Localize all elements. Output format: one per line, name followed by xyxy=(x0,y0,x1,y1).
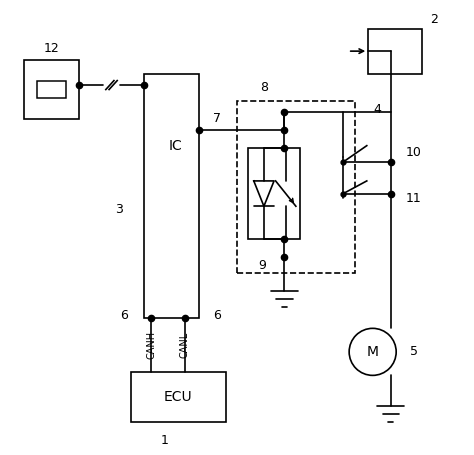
Text: 7: 7 xyxy=(213,112,221,126)
Text: 5: 5 xyxy=(410,345,418,359)
Bar xyxy=(368,29,422,74)
Text: 12: 12 xyxy=(44,42,59,56)
Bar xyxy=(25,60,79,119)
Text: CANL: CANL xyxy=(180,332,190,358)
Text: M: M xyxy=(367,345,379,359)
Text: 3: 3 xyxy=(116,203,123,216)
Bar xyxy=(37,81,66,98)
Bar xyxy=(248,148,301,239)
Text: 6: 6 xyxy=(213,309,220,322)
Text: ECU: ECU xyxy=(164,390,192,404)
Text: 8: 8 xyxy=(260,81,268,94)
Bar xyxy=(237,101,355,273)
Text: 9: 9 xyxy=(258,259,266,273)
Text: CANH: CANH xyxy=(146,331,156,359)
Text: 4: 4 xyxy=(373,103,381,116)
Text: 10: 10 xyxy=(405,147,421,159)
Text: IC: IC xyxy=(169,139,183,153)
Text: 2: 2 xyxy=(430,13,438,26)
Bar xyxy=(144,74,199,318)
Text: 11: 11 xyxy=(405,192,421,205)
Bar xyxy=(131,372,226,422)
Text: 1: 1 xyxy=(161,434,169,446)
Text: 6: 6 xyxy=(120,309,128,322)
